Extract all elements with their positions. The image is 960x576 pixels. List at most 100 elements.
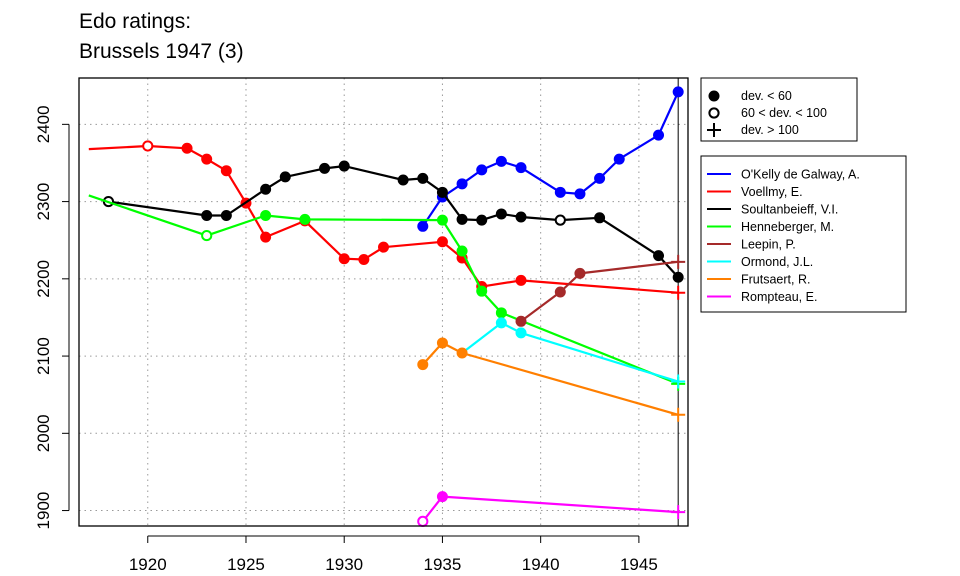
- axes: 1920 1925 1930 1935 1940 1945 1900 2000 2100 2200…: [34, 105, 658, 574]
- data-point: [338, 253, 350, 265]
- data-point: [671, 505, 686, 520]
- series-5: [461, 317, 686, 389]
- data-point: [279, 171, 291, 183]
- data-point: [456, 178, 468, 190]
- x-tick-label: 1925: [227, 555, 265, 574]
- plot-frame: [78, 77, 689, 527]
- series-legend: O'Kelly de Galway, A. Voellmy, E. Soultanb…: [700, 155, 907, 313]
- data-point: [220, 165, 232, 177]
- data-point: [515, 315, 527, 327]
- series-line: [421, 495, 679, 523]
- data-point: [319, 162, 331, 174]
- series-line: [421, 91, 680, 227]
- series-legend-label: O'Kelly de Galway, A.: [741, 168, 860, 182]
- data-point: [515, 162, 527, 174]
- data-point: [671, 374, 686, 389]
- y-tick-label: 1900: [34, 492, 53, 530]
- series-7: [417, 491, 686, 527]
- data-point: [142, 140, 154, 152]
- series-line: [520, 260, 679, 323]
- data-point: [436, 236, 448, 248]
- chart-title-line1: Edo ratings:: [79, 10, 192, 33]
- data-point: [594, 172, 606, 184]
- series-legend-label: Soultanbeieff, V.I.: [741, 203, 838, 217]
- data-point: [671, 254, 686, 269]
- data-point: [495, 307, 507, 319]
- data-point: [299, 213, 311, 225]
- data-point: [515, 274, 527, 286]
- data-point: [456, 245, 468, 257]
- data-point: [515, 327, 527, 339]
- data-point: [613, 153, 625, 165]
- series-6: [417, 337, 686, 422]
- marker-legend-label: dev. < 60: [741, 89, 792, 103]
- series-line: [108, 165, 680, 279]
- x-tick-label: 1945: [620, 555, 658, 574]
- data-point: [260, 231, 272, 243]
- series-layer: [88, 86, 686, 527]
- data-point: [554, 186, 566, 198]
- data-point: [260, 183, 272, 195]
- series-legend-label: Voellmy, E.: [741, 185, 803, 199]
- data-point: [554, 214, 566, 226]
- grid-lines: [79, 78, 688, 526]
- data-point: [338, 160, 350, 172]
- series-legend-label: Rompteau, E.: [741, 290, 817, 304]
- data-point: [417, 172, 429, 184]
- series-4: [515, 254, 686, 327]
- data-point: [476, 285, 488, 297]
- data-point: [653, 250, 665, 262]
- data-point: [220, 209, 232, 221]
- series-line: [88, 194, 679, 385]
- series-2: [102, 160, 684, 283]
- series-legend-label: Frutsaert, R.: [741, 273, 810, 287]
- series-0: [417, 86, 684, 232]
- data-point: [476, 164, 488, 176]
- x-tick-label: 1930: [325, 555, 363, 574]
- data-point: [671, 285, 686, 300]
- data-point: [456, 213, 468, 225]
- data-point: [417, 220, 429, 232]
- data-point: [495, 317, 507, 329]
- data-point: [574, 188, 586, 200]
- data-point: [417, 515, 429, 527]
- x-tick-label: 1935: [424, 555, 462, 574]
- data-point: [436, 186, 448, 198]
- data-point: [201, 229, 213, 242]
- data-point: [417, 359, 429, 371]
- y-tick-label: 2400: [34, 105, 53, 143]
- data-point: [378, 241, 389, 253]
- data-point: [436, 491, 448, 503]
- series-3: [88, 194, 686, 391]
- series-legend-label: Ormond, J.L.: [741, 255, 813, 269]
- data-point: [476, 214, 488, 226]
- data-point: [671, 407, 686, 422]
- y-tick-label: 2200: [34, 260, 53, 298]
- data-point: [594, 212, 606, 224]
- data-point: [653, 129, 665, 141]
- data-point: [456, 347, 468, 359]
- data-point: [358, 254, 370, 266]
- y-tick-label: 2100: [34, 337, 53, 375]
- x-tick-label: 1920: [129, 555, 167, 574]
- series-legend-box: [700, 155, 907, 313]
- data-point: [574, 267, 586, 279]
- marker-legend-symbol: [708, 107, 720, 119]
- data-point: [672, 86, 684, 98]
- series-line: [421, 341, 679, 416]
- data-point: [515, 211, 527, 223]
- marker-legend-symbol: [707, 123, 721, 137]
- data-point: [201, 153, 213, 165]
- data-point: [201, 209, 213, 221]
- y-tick-label: 2300: [34, 183, 53, 221]
- data-point: [397, 174, 409, 186]
- y-tick-label: 2000: [34, 414, 53, 452]
- data-point: [260, 209, 272, 221]
- data-point: [436, 337, 448, 349]
- data-point: [672, 271, 684, 283]
- marker-legend-label: dev. > 100: [741, 123, 799, 137]
- marker-legend-box: [700, 77, 858, 142]
- data-point: [495, 155, 507, 167]
- marker-legend-symbol: [708, 90, 720, 102]
